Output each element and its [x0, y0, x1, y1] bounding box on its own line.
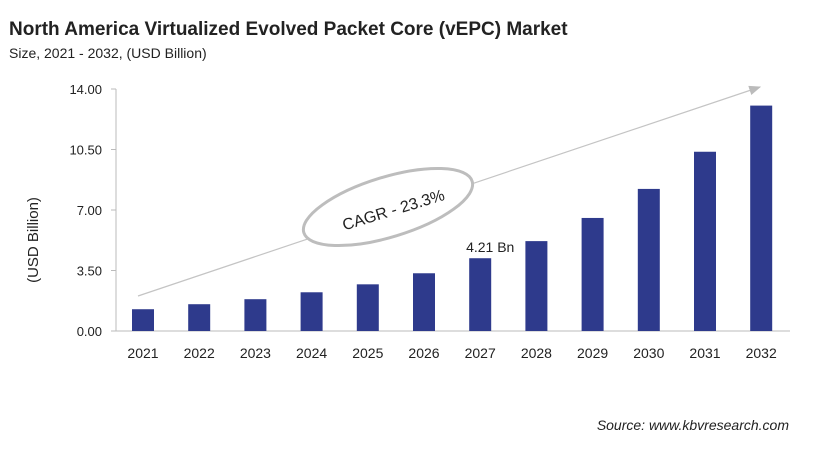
y-tick-label: 7.00	[77, 203, 102, 218]
y-tick-label: 3.50	[77, 264, 102, 279]
y-axis-label: (USD Billion)	[25, 197, 42, 283]
x-tick-label: 2028	[521, 345, 552, 361]
bar-2027	[469, 258, 492, 331]
x-tick-label: 2031	[689, 345, 720, 361]
x-tick-label: 2027	[465, 345, 496, 361]
data-label-2027: 4.21 Bn	[466, 239, 514, 255]
bar-2025	[356, 284, 379, 331]
bar-2022	[188, 304, 211, 331]
bar-2029	[581, 217, 604, 331]
x-tick-label: 2024	[296, 345, 327, 361]
y-tick-label: 14.00	[69, 82, 102, 97]
chart-subtitle: Size, 2021 - 2032, (USD Billion)	[9, 45, 207, 61]
x-tick-label: 2025	[352, 345, 383, 361]
x-tick-label: 2029	[577, 345, 608, 361]
cagr-ellipse	[301, 166, 475, 248]
bar-2028	[525, 241, 548, 331]
bar-2024	[300, 292, 323, 331]
bar-2021	[132, 309, 154, 331]
source-note: Source: www.kbvresearch.com	[596, 417, 789, 433]
x-tick-label: 2022	[184, 345, 215, 361]
x-tick-label: 2023	[240, 345, 271, 361]
chart-title: North America Virtualized Evolved Packet…	[9, 19, 568, 40]
x-tick-label: 2026	[408, 345, 439, 361]
x-tick-label: 2021	[127, 345, 158, 361]
x-tick-label: 2032	[746, 345, 777, 361]
y-tick-label: 0.00	[77, 324, 102, 339]
bar-2031	[694, 151, 716, 331]
y-tick-label: 10.50	[69, 143, 102, 158]
bar-2023	[244, 299, 267, 331]
x-tick-label: 2030	[633, 345, 664, 361]
bar-2032	[750, 105, 773, 331]
bar-2026	[413, 273, 435, 331]
bar-2030	[637, 188, 660, 331]
